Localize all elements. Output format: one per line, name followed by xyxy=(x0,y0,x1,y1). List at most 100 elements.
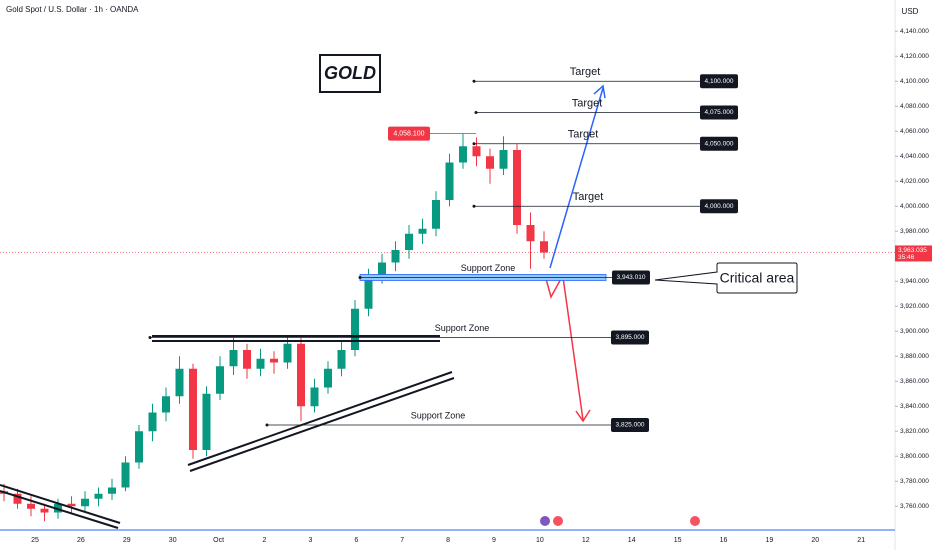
candle-body xyxy=(513,150,521,225)
y-tick-label: 4,020.000 xyxy=(900,178,929,185)
candle-body xyxy=(175,368,184,397)
level-anchor xyxy=(148,336,152,339)
level-anchor xyxy=(472,142,476,146)
candle-body xyxy=(378,262,386,275)
candle-body xyxy=(486,156,494,169)
y-tick-label: 4,120.000 xyxy=(900,53,929,60)
event-icon xyxy=(690,516,700,526)
level-box xyxy=(700,136,738,151)
badge: GOLD xyxy=(324,63,376,83)
y-tick-label: 3,920.000 xyxy=(900,303,929,310)
candle-body xyxy=(405,233,413,250)
candle-body xyxy=(243,350,251,369)
candle-body xyxy=(364,275,373,309)
candle-body xyxy=(324,368,332,388)
y-tick-label: 4,100.000 xyxy=(900,78,929,85)
y-tick-label: 4,000.000 xyxy=(900,203,929,210)
y-tick-label: 4,040.000 xyxy=(900,153,929,160)
candle-body xyxy=(337,350,346,369)
x-tick-label: 20 xyxy=(811,537,819,544)
level-label: 4,100.000 xyxy=(705,78,734,85)
level-anchor xyxy=(358,275,362,279)
level-anchor xyxy=(474,111,478,114)
x-tick-label: 21 xyxy=(857,537,865,544)
candle-body xyxy=(108,487,116,494)
y-tick-label: 3,800.000 xyxy=(900,453,929,460)
level-note: Support Zone xyxy=(435,323,490,333)
projection xyxy=(544,274,564,299)
x-tick-label: 2 xyxy=(263,537,267,544)
last-price-box xyxy=(895,245,932,262)
level-label: 4,000.000 xyxy=(705,203,734,210)
callout: Critical area xyxy=(720,270,795,286)
x-tick-label: 10 xyxy=(536,537,544,544)
candle-body xyxy=(526,225,535,242)
level-note: Target xyxy=(572,97,603,109)
level-note: Support Zone xyxy=(461,263,516,273)
y-tick-label: 3,820.000 xyxy=(900,428,929,435)
level-anchor xyxy=(265,423,269,427)
level-anchor xyxy=(472,79,476,83)
candle-body xyxy=(27,503,35,509)
countdown: 35:46 xyxy=(898,254,915,261)
event-icon xyxy=(553,516,563,526)
candle-body xyxy=(121,462,130,488)
candle-body xyxy=(472,146,481,157)
currency: USD xyxy=(902,7,919,16)
candle-body xyxy=(189,368,197,450)
y-tick-label: 3,760.000 xyxy=(900,503,929,510)
level-note: Support Zone xyxy=(411,410,466,420)
level-label: 4,050.000 xyxy=(705,140,734,147)
trend-line xyxy=(187,371,453,466)
candle-body xyxy=(54,503,62,513)
candle-body xyxy=(391,250,400,263)
level-box xyxy=(700,74,738,89)
chart-title: Gold Spot / U.S. Dollar · 1h · OANDA xyxy=(6,5,139,14)
y-tick-label: 3,780.000 xyxy=(900,478,929,485)
candle-body xyxy=(297,343,305,407)
level-box xyxy=(700,199,738,214)
candle-body xyxy=(148,412,157,432)
candle-body xyxy=(351,308,359,350)
level-label: 3,895.000 xyxy=(616,334,645,341)
x-tick-label: 16 xyxy=(720,537,728,544)
level-box xyxy=(612,270,650,285)
x-tick-label: 9 xyxy=(492,537,496,544)
y-tick-label: 4,060.000 xyxy=(900,128,929,135)
x-tick-label: 29 xyxy=(123,537,131,544)
x-tick-label: 3 xyxy=(308,537,312,544)
level-box xyxy=(611,330,649,345)
candle-body xyxy=(310,387,319,407)
level-label: 3,825.000 xyxy=(616,422,645,429)
last-price-label: 3,963.035 xyxy=(898,247,927,254)
candle-body xyxy=(81,498,89,507)
y-tick-label: 3,840.000 xyxy=(900,403,929,410)
candles-layer xyxy=(0,133,548,522)
level-label: 4,075.000 xyxy=(705,109,734,116)
level-box xyxy=(700,105,738,120)
candle-body xyxy=(283,343,292,363)
candle-body xyxy=(94,493,103,499)
level-note: Target xyxy=(570,66,601,78)
y-tick-label: 3,880.000 xyxy=(900,353,929,360)
bull-arrow-head xyxy=(593,84,606,99)
trend-line xyxy=(0,484,121,524)
y-tick-label: 4,140.000 xyxy=(900,28,929,35)
x-tick-label: 12 xyxy=(582,537,590,544)
event-icons xyxy=(540,516,700,526)
candle-body xyxy=(540,241,548,253)
x-tick-label: 26 xyxy=(77,537,85,544)
high-box xyxy=(388,126,430,141)
level-note: Target xyxy=(568,129,599,141)
candle-body xyxy=(418,228,427,234)
candle-body xyxy=(202,393,211,450)
y-tick-label: 4,080.000 xyxy=(900,103,929,110)
candle-body xyxy=(270,358,278,363)
x-tick-label: 30 xyxy=(169,537,177,544)
candle-body xyxy=(216,366,224,394)
level-label: 3,943.010 xyxy=(617,274,646,281)
candle-body xyxy=(432,200,440,229)
levels-layer: 4,058.100 4,100.000 Target 4,075.000 Target 4… xyxy=(148,66,738,432)
